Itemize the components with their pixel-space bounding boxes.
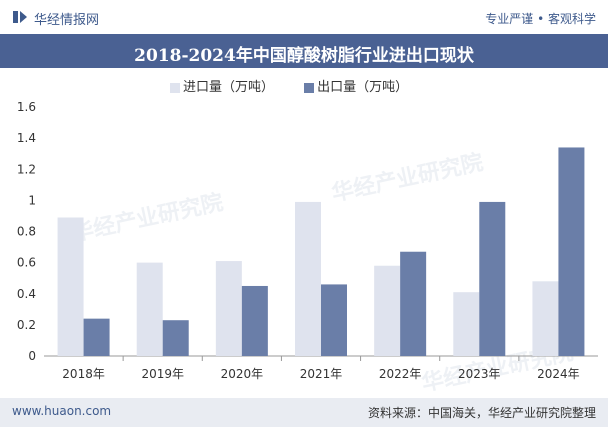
x-tick-label: 2018年	[62, 367, 105, 381]
x-tick-label: 2023年	[458, 367, 501, 381]
legend: 进口量（万吨） 出口量（万吨）	[170, 76, 434, 95]
x-tick-label: 2020年	[221, 367, 264, 381]
bar-export	[162, 320, 189, 356]
bar-import	[136, 262, 163, 356]
chart-title: 2018-2024年中国醇酸树脂行业进出口现状	[134, 46, 474, 66]
footer: www.huaon.com 资料来源：中国海关，华经产业研究院整理	[0, 398, 608, 427]
legend-item-export: 出口量（万吨）	[304, 76, 408, 95]
title-bar: 2018-2024年中国醇酸树脂行业进出口现状	[0, 34, 608, 68]
bar-import	[295, 201, 321, 356]
bar-import	[453, 292, 480, 356]
y-tick-label: 1	[28, 193, 36, 207]
brand-name: 华经情报网	[34, 13, 100, 28]
legend-item-import: 进口量（万吨）	[170, 76, 274, 95]
top-bar: 华经情报网 专业严谨 • 客观科学	[0, 0, 608, 34]
x-tick-label: 2024年	[537, 367, 580, 381]
x-tick-label: 2022年	[379, 367, 422, 381]
bar-import	[215, 261, 242, 356]
bar-export	[479, 201, 506, 356]
bar-chart: 0 0.2 0.4 0.6 0.8 1 1.2 1.4 1.6 2018年 2019年 2020年 20…	[17, 100, 598, 381]
slogan: 专业严谨 • 客观科学	[485, 12, 596, 26]
bar-export	[400, 251, 427, 356]
bar-export	[558, 147, 585, 356]
bar-export	[83, 318, 110, 356]
x-tick-label: 2021年	[300, 367, 343, 381]
y-tick-label: 1.6	[17, 100, 36, 114]
x-tick-label: 2019年	[141, 367, 184, 381]
y-tick-label: 1.2	[17, 162, 36, 176]
bar-import	[57, 217, 84, 356]
legend-swatch-import	[170, 82, 180, 93]
bar-export	[321, 284, 347, 356]
y-tick-label: 1.4	[17, 131, 36, 145]
y-tick-label: 0.4	[17, 287, 36, 301]
y-tick-label: 0.2	[17, 318, 36, 332]
bar-import	[374, 265, 401, 356]
legend-label-export: 出口量（万吨）	[317, 80, 409, 95]
huajing-logo-icon	[13, 11, 27, 23]
y-tick-label: 0.8	[17, 225, 36, 239]
footer-source: 资料来源：中国海关，华经产业研究院整理	[367, 406, 596, 420]
legend-label-import: 进口量（万吨）	[183, 80, 275, 95]
footer-site: www.huaon.com	[12, 404, 112, 418]
y-tick-label: 0.6	[17, 256, 36, 270]
bar-import	[532, 281, 559, 356]
legend-swatch-export	[304, 82, 315, 93]
bar-export	[241, 285, 268, 356]
y-tick-label: 0	[28, 349, 36, 363]
